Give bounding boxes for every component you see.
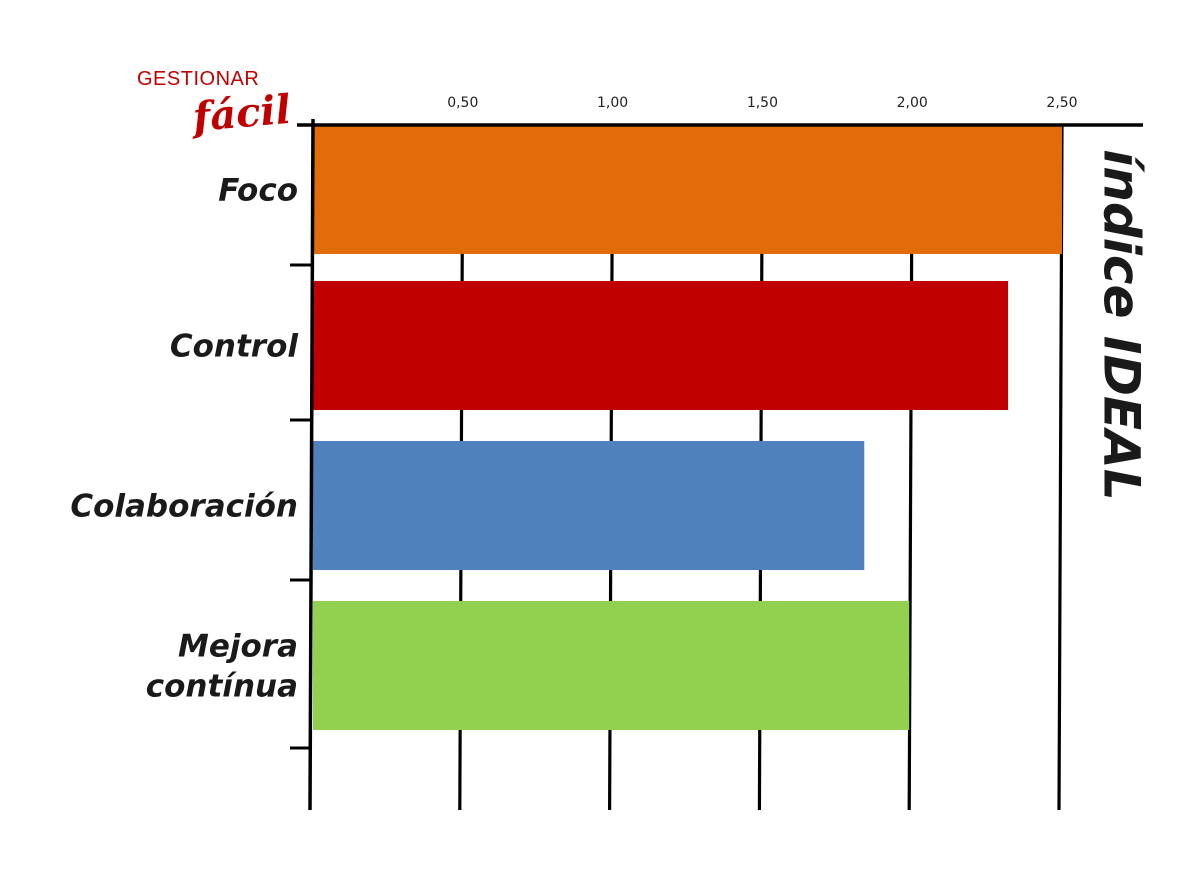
x-tick-label-0: 0,50 (447, 95, 478, 111)
x-tick-label-1: 1,00 (597, 95, 628, 111)
bar-0 (313, 125, 1062, 254)
bar-1 (313, 281, 1009, 410)
bars (313, 125, 1062, 730)
bar-3 (313, 601, 910, 730)
category-label-1: Control (170, 329, 299, 365)
category-label-2: Colaboración (70, 489, 298, 525)
logo-text-bottom: fácil (188, 86, 293, 142)
x-tick-label-3: 2,00 (897, 95, 928, 111)
y-axis-line (308, 118, 315, 811)
tick-labels: 0,50 1,00 1,50 2,00 2,50 (447, 95, 1077, 111)
bar-2 (313, 441, 865, 570)
category-label-3: Mejora contínua (146, 629, 298, 705)
category-label-0: Foco (218, 173, 298, 209)
logo-text-top: GESTIONAR (137, 68, 259, 90)
category-labels: Foco Control Colaboración Mejora contínua (70, 173, 298, 705)
ideal-index-label: índice IDEAL (1093, 149, 1151, 500)
x-tick-label-4: 2,50 (1046, 95, 1077, 111)
axes (290, 118, 1143, 811)
x-tick-label-2: 1,50 (747, 95, 778, 111)
logo: GESTIONAR fácil (137, 68, 293, 141)
